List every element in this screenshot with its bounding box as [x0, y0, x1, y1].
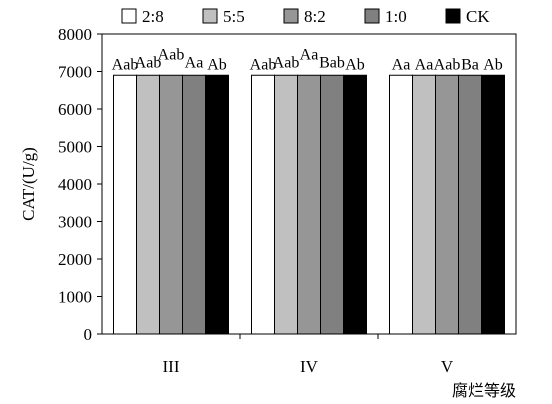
y-axis-title: CAT/(U/g) [19, 147, 38, 221]
x-category-label: V [441, 357, 454, 376]
data-label: Aab [273, 54, 300, 71]
legend-swatch [364, 8, 380, 24]
bar [136, 74, 160, 335]
bar [297, 74, 321, 335]
y-tick-label: 2000 [58, 250, 92, 269]
data-label: Aab [112, 56, 139, 73]
bar [435, 74, 459, 335]
bar [182, 74, 206, 335]
bar [205, 74, 229, 335]
bar [251, 74, 275, 335]
y-tick-label: 3000 [58, 213, 92, 232]
data-label: Aa [415, 56, 434, 73]
legend-label: 2:8 [142, 7, 164, 26]
bar [320, 74, 344, 335]
bar [412, 74, 436, 335]
y-tick-label: 8000 [58, 25, 92, 44]
legend-label: 5:5 [223, 7, 245, 26]
data-label: Bab [319, 54, 345, 71]
data-label: Ab [345, 56, 365, 73]
legend-swatch [121, 8, 137, 24]
bar [274, 74, 298, 335]
data-label: Aa [392, 56, 411, 73]
data-label: Aa [300, 46, 319, 63]
data-label: Aab [158, 46, 185, 63]
bar [159, 74, 183, 335]
data-label: Aab [434, 56, 461, 73]
data-label: Ab [207, 56, 227, 73]
y-tick-label: 6000 [58, 100, 92, 119]
y-tick-label: 4000 [58, 175, 92, 194]
data-label: Ba [461, 56, 479, 73]
legend-swatch [445, 8, 461, 24]
bar [113, 74, 137, 335]
data-label: Ab [483, 56, 503, 73]
bar [343, 74, 367, 335]
bar [458, 74, 482, 335]
legend-label: 8:2 [304, 7, 326, 26]
y-tick-label: 1000 [58, 288, 92, 307]
data-label: Aab [135, 54, 162, 71]
legend-label: CK [466, 7, 490, 26]
legend-swatch [283, 8, 299, 24]
y-tick-label: 5000 [58, 138, 92, 157]
y-tick-label: 0 [84, 325, 93, 344]
x-category-label: IV [300, 357, 319, 376]
data-label: Aab [250, 56, 277, 73]
bar [481, 74, 505, 335]
data-label: Aa [185, 54, 204, 71]
x-axis-title: 腐烂等级 [452, 382, 516, 400]
bar [389, 74, 413, 335]
legend-swatch [202, 8, 218, 24]
x-category-label: III [163, 357, 180, 376]
legend: 2:8 5:5 8:2 1:0 CK [121, 7, 490, 26]
legend-label: 1:0 [385, 7, 407, 26]
plot-area: 010002000300040005000600070008000AabAabA… [58, 25, 517, 376]
y-tick-label: 7000 [58, 63, 92, 82]
